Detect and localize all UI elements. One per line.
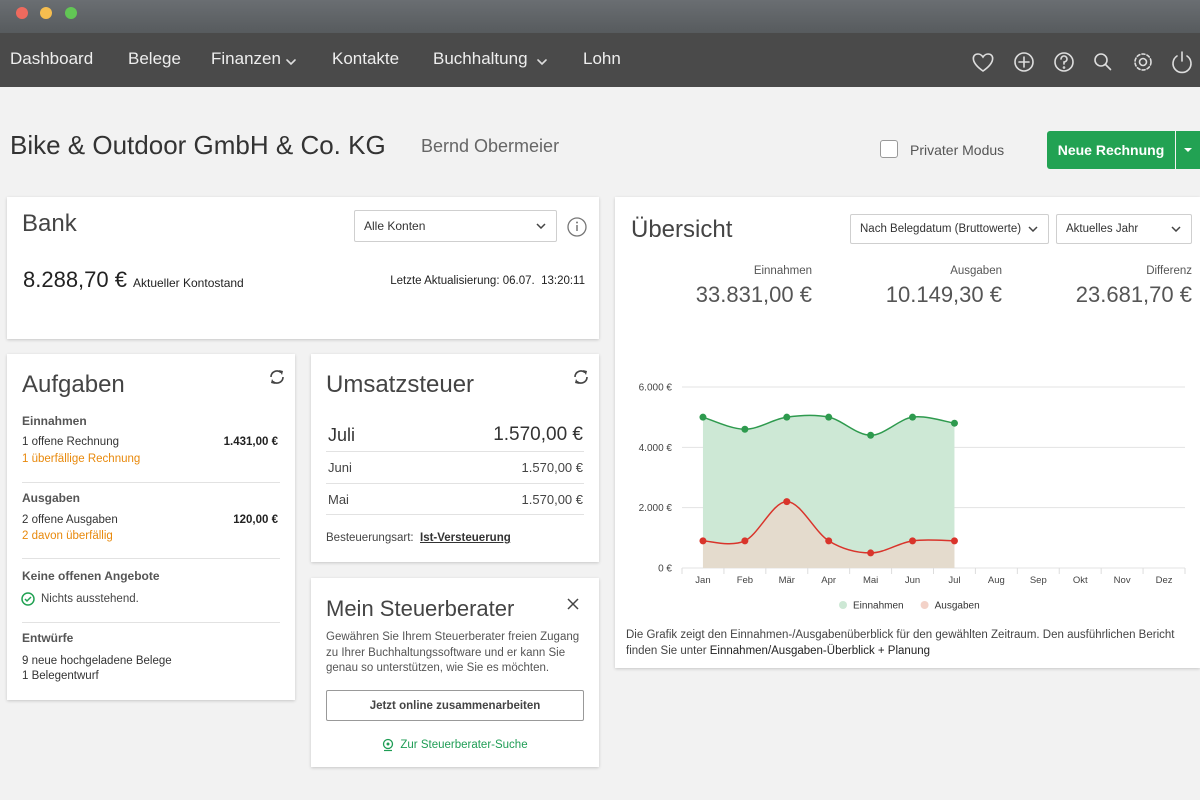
help-icon[interactable] [1054,52,1074,72]
title-bar [0,0,1200,33]
summary-value: 33.831,00 € [695,282,812,307]
date-filter[interactable]: Nach Belegdatum (Bruttowerte) [850,214,1049,244]
vat-month: Mai [328,492,349,507]
taxation-link[interactable]: Ist-Versteuerung [420,532,511,544]
section-heading: Einnahmen [22,414,87,428]
favorites-icon[interactable] [972,53,994,72]
pin-icon [383,738,394,752]
private-mode-label: Privater Modus [910,142,1005,158]
account-select[interactable]: Alle Konten [354,210,557,242]
divider [22,558,280,559]
divider [326,514,584,515]
user-name: Bernd Obermeier [421,136,560,156]
nav-item[interactable]: Lohn [583,49,621,68]
taxation-label: Besteuerungsart: [326,532,414,544]
new-invoice-button[interactable]: Neue Rechnung [1047,131,1175,169]
refresh-icon[interactable] [572,368,590,386]
balance-row: 8.288,70 € Aktueller Kontostand [23,267,244,293]
overview-card: Übersicht Nach Belegdatum (Bruttowerte) … [615,197,1200,668]
nav-icons [286,51,1192,74]
collaborate-button[interactable]: Jetzt online zusammenarbeiten [326,690,584,721]
link-label: Zur Steuerberater-Suche [400,739,528,751]
window-controls [16,7,77,19]
select-label: Aktuelles Jahr [1066,223,1139,235]
card-title: Mein Steuerberater [326,596,515,621]
private-mode-checkbox[interactable] [880,140,898,158]
summary-label: Differenz [1146,265,1192,277]
minimize-button[interactable] [40,7,52,19]
balance: 8.288,70 € [23,267,127,292]
divider [326,451,584,452]
nav-item[interactable]: Kontakte [332,49,400,68]
add-icon[interactable] [1014,52,1034,72]
summary-label: Ausgaben [950,265,1002,277]
last-update: Letzte Aktualisierung: 06.07. 13:20:11 [390,275,585,287]
note-link[interactable]: Einnahmen/Ausgaben-Überblick + Planung [709,645,931,657]
nav-item[interactable]: Dashboard [10,49,94,68]
section-heading: Ausgaben [22,491,81,505]
vat-amount: 1.570,00 € [493,424,583,445]
status-text: Nichts ausstehend. [41,593,139,605]
select-label: Alle Konten [364,219,426,233]
card-title: Aufgaben [22,371,125,398]
check-icon [21,592,35,606]
task-line[interactable]: 9 neue hochgeladene Belege [22,655,172,667]
search-icon[interactable] [1094,53,1112,71]
new-invoice-dropdown[interactable] [1176,131,1200,169]
task-line[interactable]: 1 Belegentwurf [22,670,99,682]
summary-label: Einnahmen [753,265,812,277]
chevron [537,59,547,66]
divider [22,482,280,483]
card-title: Übersicht [631,216,733,243]
vat-card: Umsatzsteuer Juli 1.570,00 € Juni 1.570,… [311,354,599,562]
period-filter[interactable]: Aktuelles Jahr [1056,214,1192,244]
info-icon[interactable] [566,217,588,239]
logout-icon[interactable] [1172,51,1192,74]
card-title: Umsatzsteuer [326,371,475,398]
close-icon[interactable] [567,598,579,610]
nav-item[interactable]: Belege [128,49,181,68]
settings-icon[interactable] [1134,53,1152,71]
button-label: Neue Rechnung [1057,142,1165,158]
task-warning[interactable]: 1 überfällige Rechnung [22,453,141,465]
section-heading: Keine offenen Angebote [22,569,160,583]
card-title: Bank [22,210,77,237]
caret [1184,148,1192,152]
task-line[interactable]: 1 offene Rechnung [22,436,119,448]
divider [326,483,584,484]
zoom-button[interactable] [65,7,77,19]
balance-label: Aktueller Kontostand [132,276,244,290]
task-amount: 120,00 € [233,514,278,526]
task-line[interactable]: 2 offene Ausgaben [22,514,118,526]
nav-item[interactable]: Finanzen [211,49,281,68]
button-label: Jetzt online zusammenarbeiten [369,699,541,712]
advisor-text: Gewähren Sie Ihrem Steuerberater freien … [326,631,580,674]
select-label: Nach Belegdatum (Bruttowerte) [860,223,1022,235]
section-heading: Entwürfe [22,631,74,645]
tasks-card: Aufgaben Einnahmen 1 offene Rechnung 1.4… [7,354,295,700]
task-amount: 1.431,00 € [223,436,278,448]
vat-amount: 1.570,00 € [521,460,583,475]
refresh-icon[interactable] [268,368,286,386]
advisor-search-link[interactable]: Zur Steuerberater-Suche [311,738,599,752]
vat-month: Juli [328,425,356,445]
chart-note: Die Grafik zeigt den Einnahmen-/Ausgaben… [626,627,1191,659]
bank-card: Bank Alle Konten 8.288,70 € Aktueller Ko… [7,197,599,339]
note-text: Die Grafik zeigt den Einnahmen-/Ausgaben… [626,629,1175,657]
nav-bar [0,33,1200,87]
chevron [286,59,296,66]
nav-item[interactable]: Buchhaltung [433,49,528,68]
advisor-card: Mein Steuerberater Gewähren Sie Ihrem St… [311,578,599,767]
summary-value: 10.149,30 € [885,282,1002,307]
close-button[interactable] [16,7,28,19]
company-name: Bike & Outdoor GmbH & Co. KG [10,130,386,160]
vat-month: Juni [328,460,352,475]
vat-amount: 1.570,00 € [521,492,583,507]
task-warning[interactable]: 2 davon überfällig [22,530,113,542]
summary-value: 23.681,70 € [1075,282,1192,307]
divider [22,622,280,623]
